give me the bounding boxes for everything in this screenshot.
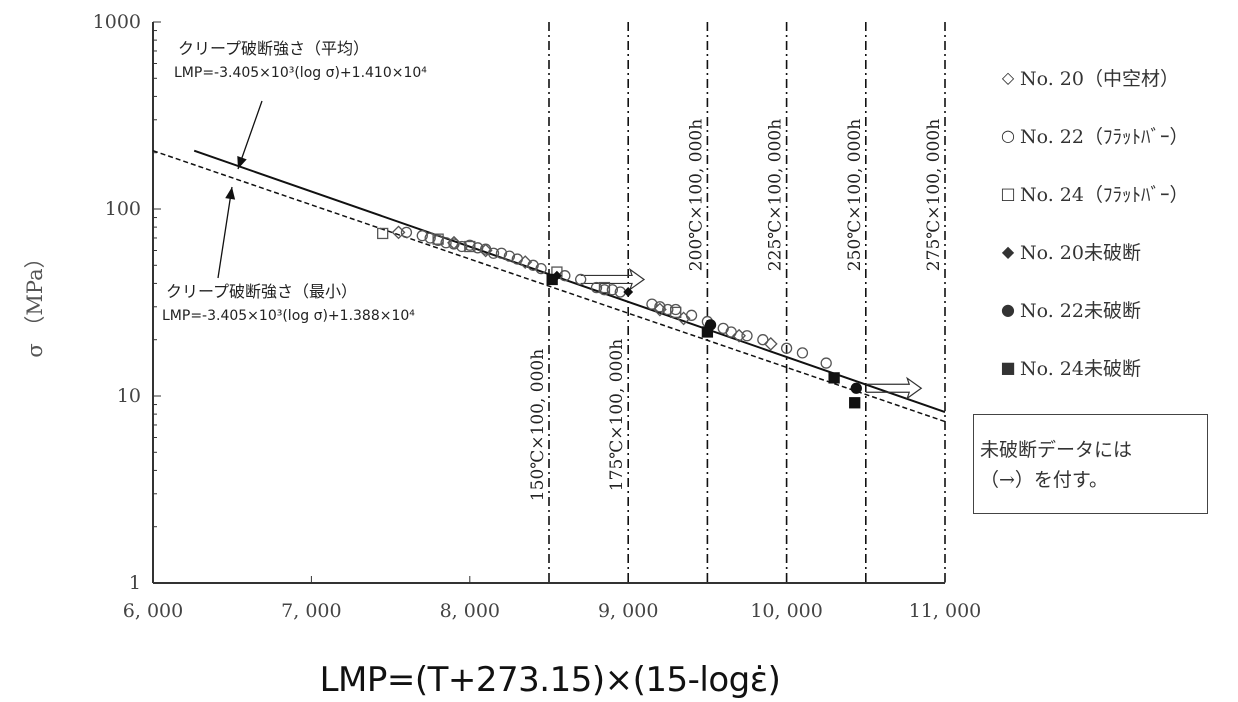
chart-legend: ◇ No. 20（中空材） ○ No. 22（ﾌﾗｯﾄﾊﾞｰ） □ No. 24… (998, 48, 1234, 396)
legend-label: No. 22未破断 (1020, 299, 1141, 322)
data-point (448, 238, 460, 250)
x-tick-label: 11, 000 (909, 600, 982, 622)
data-point (725, 326, 737, 338)
annotation-arrow (217, 186, 233, 279)
legend-item-no20-hollow: ◇ No. 20（中空材） (998, 48, 1234, 106)
data-point (685, 309, 698, 321)
data-point (654, 301, 666, 313)
legend-label: No. 22（ﾌﾗｯﾄﾊﾞｰ） (1020, 125, 1189, 148)
data-point (456, 240, 468, 253)
data-point (400, 226, 413, 239)
data-point (796, 347, 809, 359)
data-point (478, 243, 493, 258)
legend-label: No. 20（中空材） (1020, 67, 1179, 90)
legend-item-no24-runout: ■ No. 24未破断 (998, 338, 1234, 396)
data-point (820, 357, 832, 369)
annotation-arrow (237, 100, 263, 170)
data-point (440, 237, 452, 249)
x-tick-label: 10, 000 (750, 600, 823, 622)
data-point (518, 255, 533, 270)
x-tick-label: 9, 000 (598, 600, 658, 622)
x-tick-label: 8, 000 (440, 600, 500, 622)
circle-open-icon: ○ (1001, 125, 1015, 145)
data-point (676, 311, 691, 326)
data-point (546, 273, 558, 286)
legend-item-no22-runout: ● No. 22未破断 (998, 280, 1234, 338)
legend-item-no20-runout: ◆ No. 20未破断 (998, 222, 1234, 280)
note-line-2: （→）を付す。 (980, 469, 1109, 491)
data-point (464, 240, 476, 253)
data-point (432, 233, 444, 245)
data-point (511, 253, 523, 265)
data-point (828, 372, 840, 384)
data-point (575, 273, 587, 286)
data-point (849, 397, 861, 409)
diamond-open-icon: ◇ (1001, 67, 1015, 87)
data-point (646, 298, 658, 310)
reference-line-label: 225℃×100, 000h (766, 119, 786, 271)
reference-line-label: 200℃×100, 000h (686, 119, 706, 271)
data-point (741, 330, 753, 342)
reference-line-label: 250℃×100, 000h (845, 119, 865, 271)
data-point (487, 247, 500, 259)
data-point (495, 247, 508, 259)
x-tick-label: 7, 000 (281, 600, 341, 622)
diamond-filled-icon: ◆ (1001, 241, 1015, 261)
data-point (780, 342, 793, 354)
legend-item-no22-flatbar: ○ No. 22（ﾌﾗｯﾄﾊﾞｰ） (998, 106, 1234, 164)
runout-note-box: 未破断データには （→）を付す。 (973, 414, 1208, 514)
fit-line-minimum (152, 149, 946, 423)
data-point (503, 250, 516, 262)
annotation-text: クリープ破断強さ（最小） (166, 282, 357, 301)
note-line-1: 未破断データには (980, 439, 1133, 461)
legend-label: No. 24（ﾌﾗｯﾄﾊﾞｰ） (1020, 183, 1189, 206)
y-tick-label: 10 (117, 385, 141, 407)
legend-item-no24-flatbar: □ No. 24（ﾌﾗｯﾄﾊﾞｰ） (998, 164, 1234, 222)
annotation-text: LMP=-3.405×10³(log σ)+1.388×10⁴ (162, 308, 415, 324)
data-point (590, 281, 603, 294)
data-point (535, 262, 547, 275)
y-tick-label: 100 (105, 198, 141, 220)
data-point (662, 303, 674, 316)
data-point (416, 230, 428, 242)
square-filled-icon: ■ (1000, 357, 1016, 377)
y-tick-label: 1 (129, 572, 141, 594)
runout-arrow (580, 267, 646, 292)
data-point (670, 306, 682, 319)
data-point (850, 382, 862, 394)
reference-line-label: 275℃×100, 000h (924, 119, 944, 271)
data-point (701, 326, 714, 338)
y-axis-title: σ （MPa） (23, 247, 47, 357)
data-point (424, 232, 436, 244)
data-point (757, 334, 769, 346)
circle-filled-icon: ● (1001, 299, 1015, 319)
fit-line-average (193, 149, 946, 414)
data-point (623, 287, 634, 297)
annotation-text: LMP=-3.405×10³(log σ)+1.410×10⁴ (174, 65, 427, 81)
runout-arrow (865, 376, 923, 400)
reference-line-label: 150℃×100, 000h (528, 349, 548, 501)
data-point (598, 281, 611, 294)
x-tick-label: 6, 000 (123, 600, 183, 622)
legend-label: No. 20未破断 (1020, 241, 1141, 264)
annotation-arrowhead (237, 156, 247, 169)
x-axis-title: LMP=(T+273.15)×(15-logε̇) (319, 660, 781, 700)
data-point (377, 227, 389, 240)
data-point (472, 242, 484, 254)
data-point (606, 284, 619, 296)
legend-label: No. 24未破断 (1020, 357, 1141, 380)
y-tick-label: 1000 (93, 11, 141, 33)
annotation-text: クリープ破断強さ（平均） (178, 39, 369, 58)
annotation-arrowhead (225, 187, 236, 200)
reference-line-label: 175℃×100, 000h (607, 339, 627, 491)
square-open-icon: □ (1000, 183, 1016, 203)
